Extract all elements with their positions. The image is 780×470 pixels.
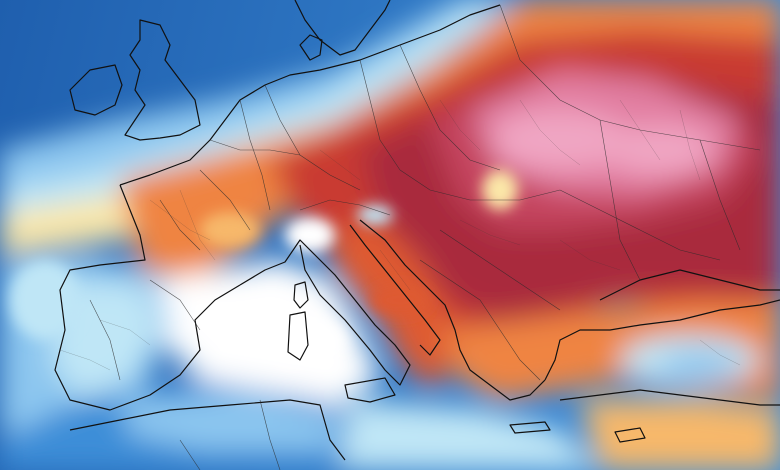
crete-coast: [509, 421, 551, 434]
italy-coast: [239, 239, 411, 386]
ireland-coast: [69, 64, 123, 116]
aegean-coast: [544, 299, 780, 381]
north-africa-coast: [69, 399, 346, 461]
denmark-coast: [299, 34, 323, 61]
great-britain-coast: [124, 19, 201, 141]
sicily-coast: [344, 377, 396, 403]
turkey-south-coast: [559, 389, 780, 406]
coastlines: [54, 0, 780, 461]
regional-borders: [59, 99, 741, 371]
corsica-coast: [293, 281, 309, 309]
borders: [89, 4, 761, 470]
scandinavia-coast: [294, 0, 391, 56]
sardinia-coast: [287, 311, 309, 361]
italy-adriatic-coast: [349, 224, 441, 356]
continental-north-coast: [119, 4, 501, 186]
black-sea-coast: [599, 269, 780, 301]
iberia-coast: [54, 184, 241, 411]
cyprus-coast: [614, 427, 646, 443]
balkan-coast: [359, 219, 546, 401]
